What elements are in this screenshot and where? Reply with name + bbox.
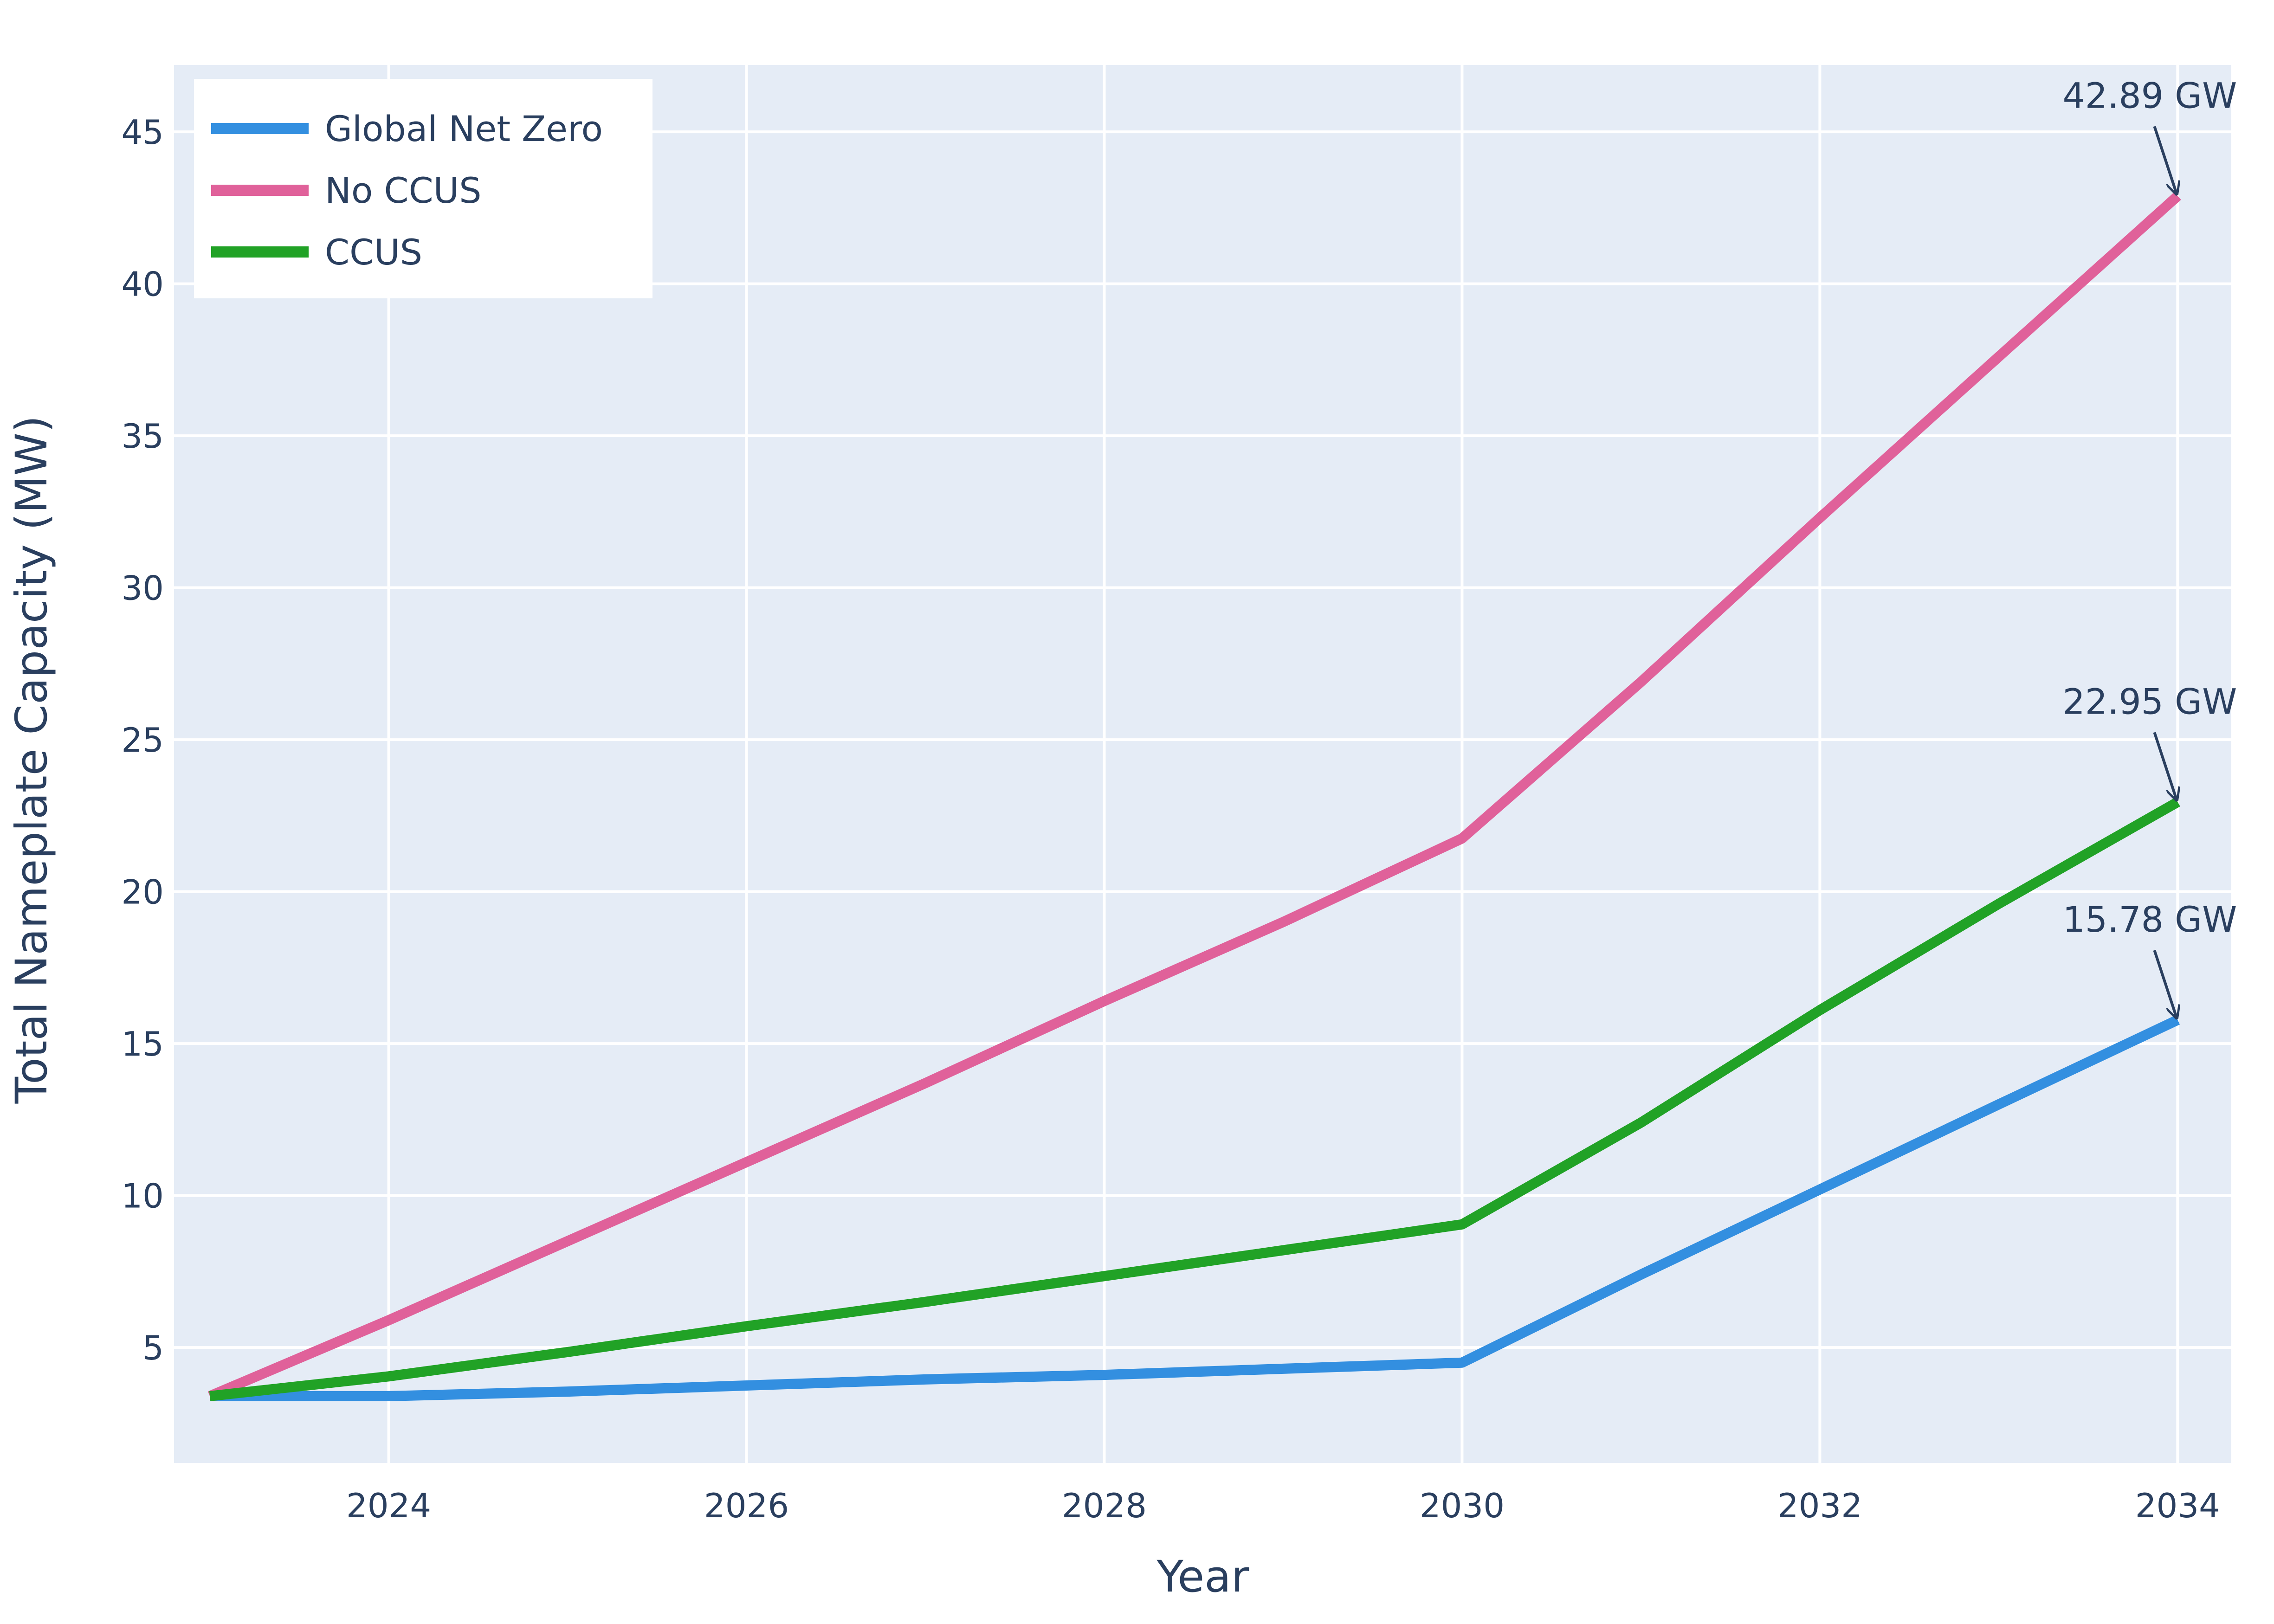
x-tick-label: 2032 bbox=[1777, 1486, 1862, 1525]
legend-label: CCUS bbox=[325, 232, 422, 273]
annotations: 42.89 GW 22.95 GW 15.78 GW bbox=[2062, 75, 2237, 1018]
x-axis-ticks: 2024 2026 2028 2030 2032 2034 bbox=[346, 1486, 2220, 1525]
x-tick-label: 2028 bbox=[1062, 1486, 1147, 1525]
y-tick-label: 35 bbox=[121, 417, 164, 456]
y-tick-label: 25 bbox=[121, 721, 164, 760]
y-tick-label: 5 bbox=[142, 1328, 164, 1367]
series-line-2 bbox=[209, 797, 2180, 1401]
annotation-arrow bbox=[2153, 126, 2177, 194]
x-tick-label: 2030 bbox=[1420, 1486, 1505, 1525]
annotation-label: 42.89 GW bbox=[2062, 75, 2237, 116]
legend-item[interactable]: No CCUS bbox=[211, 170, 482, 211]
y-tick-label: 10 bbox=[121, 1177, 164, 1216]
legend-item[interactable]: Global Net Zero bbox=[211, 108, 603, 149]
x-axis-title: Year bbox=[1156, 1552, 1249, 1602]
series-line-0 bbox=[210, 1015, 2180, 1401]
y-axis-ticks: 5 10 15 20 25 30 35 40 45 bbox=[121, 113, 164, 1367]
y-tick-label: 40 bbox=[121, 265, 164, 304]
legend[interactable]: Global Net Zero No CCUS CCUS bbox=[194, 79, 652, 298]
annotation-arrow bbox=[2153, 950, 2177, 1018]
x-tick-label: 2034 bbox=[2135, 1486, 2220, 1525]
y-axis-title: Total Nameplate Capacity (MW) bbox=[6, 416, 57, 1104]
annotation-label: 15.78 GW bbox=[2062, 899, 2237, 940]
gridlines bbox=[174, 65, 2231, 1463]
y-tick-label: 45 bbox=[121, 113, 164, 152]
y-tick-label: 15 bbox=[121, 1025, 164, 1063]
annotation-label: 22.95 GW bbox=[2062, 681, 2237, 722]
x-tick-label: 2024 bbox=[346, 1486, 431, 1525]
y-tick-label: 20 bbox=[121, 873, 164, 912]
annotation-arrow bbox=[2153, 732, 2177, 800]
y-tick-label: 30 bbox=[121, 569, 164, 608]
legend-item[interactable]: CCUS bbox=[211, 232, 422, 273]
series-line-1 bbox=[207, 192, 2181, 1401]
x-tick-label: 2026 bbox=[704, 1486, 789, 1525]
legend-label: Global Net Zero bbox=[325, 108, 603, 149]
series-lines bbox=[207, 192, 2181, 1401]
legend-label: No CCUS bbox=[325, 170, 482, 211]
